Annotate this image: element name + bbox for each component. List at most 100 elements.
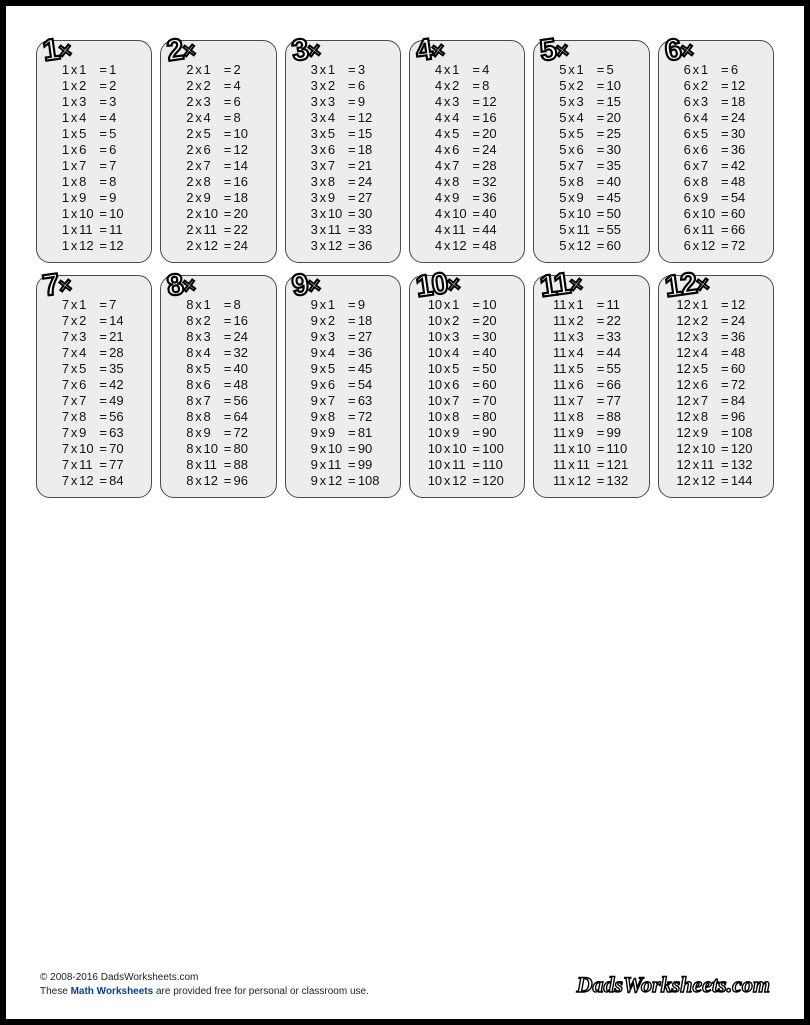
multiplicand: 8 bbox=[177, 394, 193, 407]
multiplicand: 2 bbox=[177, 175, 193, 188]
equals-symbol: = bbox=[346, 410, 358, 423]
multiplicand: 12 bbox=[675, 362, 691, 375]
fact-row: 8x11=88 bbox=[177, 458, 259, 471]
times-symbol: x bbox=[69, 239, 79, 252]
product: 60 bbox=[731, 362, 757, 375]
equals-symbol: = bbox=[221, 346, 233, 359]
multiplicand: 12 bbox=[675, 442, 691, 455]
multiplier: 10 bbox=[701, 442, 719, 455]
multiplier: 11 bbox=[203, 458, 221, 471]
product: 80 bbox=[482, 410, 508, 423]
table-badge-1: 1× bbox=[41, 33, 72, 67]
multiplicand: 8 bbox=[177, 330, 193, 343]
times-icon: × bbox=[554, 37, 569, 63]
multiplicand: 6 bbox=[675, 143, 691, 156]
equals-symbol: = bbox=[594, 207, 606, 220]
product: 56 bbox=[233, 394, 259, 407]
times-symbol: x bbox=[691, 410, 701, 423]
times-symbol: x bbox=[193, 474, 203, 487]
multiplicand: 7 bbox=[53, 458, 69, 471]
multiplicand: 4 bbox=[426, 223, 442, 236]
product: 22 bbox=[233, 223, 259, 236]
fact-row: 2x7=14 bbox=[177, 159, 259, 172]
product: 36 bbox=[358, 346, 384, 359]
times-symbol: x bbox=[318, 474, 328, 487]
fact-row: 8x8=64 bbox=[177, 410, 259, 423]
multiplier: 1 bbox=[328, 298, 346, 311]
multiplicand: 1 bbox=[53, 79, 69, 92]
multiplicand: 4 bbox=[426, 95, 442, 108]
equals-symbol: = bbox=[221, 95, 233, 108]
times-symbol: x bbox=[566, 79, 576, 92]
times-table-cell-4: 4×4x1=44x2=84x3=124x4=164x5=204x6=244x7=… bbox=[409, 40, 525, 263]
equals-symbol: = bbox=[719, 207, 731, 220]
times-symbol: x bbox=[318, 175, 328, 188]
times-symbol: x bbox=[442, 378, 452, 391]
product: 12 bbox=[731, 298, 757, 311]
equals-symbol: = bbox=[221, 223, 233, 236]
equals-symbol: = bbox=[346, 362, 358, 375]
times-symbol: x bbox=[193, 298, 203, 311]
product: 20 bbox=[482, 314, 508, 327]
multiplier: 8 bbox=[452, 175, 470, 188]
multiplier: 11 bbox=[576, 223, 594, 236]
fact-row: 12x2=24 bbox=[675, 314, 757, 327]
times-symbol: x bbox=[69, 458, 79, 471]
product: 15 bbox=[358, 127, 384, 140]
equals-symbol: = bbox=[719, 127, 731, 140]
multiplicand: 11 bbox=[550, 474, 566, 487]
equals-symbol: = bbox=[221, 378, 233, 391]
fact-row: 6x3=18 bbox=[675, 95, 757, 108]
times-symbol: x bbox=[691, 111, 701, 124]
product: 3 bbox=[109, 95, 135, 108]
multiplicand: 3 bbox=[302, 239, 318, 252]
times-symbol: x bbox=[566, 442, 576, 455]
product: 30 bbox=[358, 207, 384, 220]
times-symbol: x bbox=[442, 239, 452, 252]
fact-row: 5x7=35 bbox=[550, 159, 632, 172]
fact-row: 1x9=9 bbox=[53, 191, 135, 204]
fact-row: 7x4=28 bbox=[53, 346, 135, 359]
equals-symbol: = bbox=[346, 458, 358, 471]
fact-row: 6x6=36 bbox=[675, 143, 757, 156]
product: 42 bbox=[109, 378, 135, 391]
multiplier: 1 bbox=[701, 298, 719, 311]
multiplier: 2 bbox=[203, 314, 221, 327]
multiplicand: 10 bbox=[426, 458, 442, 471]
times-symbol: x bbox=[193, 394, 203, 407]
table-badge-6: 6× bbox=[663, 33, 694, 67]
fact-row: 2x5=10 bbox=[177, 127, 259, 140]
times-symbol: x bbox=[691, 95, 701, 108]
multiplier: 12 bbox=[203, 474, 221, 487]
multiplier: 3 bbox=[79, 95, 97, 108]
fact-row: 9x4=36 bbox=[302, 346, 384, 359]
equals-symbol: = bbox=[594, 394, 606, 407]
equals-symbol: = bbox=[97, 223, 109, 236]
multiplier: 10 bbox=[328, 207, 346, 220]
times-table-cell-10: 10×10x1=1010x2=2010x3=3010x4=4010x5=5010… bbox=[409, 275, 525, 498]
product: 45 bbox=[606, 191, 632, 204]
times-symbol: x bbox=[566, 394, 576, 407]
fact-row: 5x9=45 bbox=[550, 191, 632, 204]
equals-symbol: = bbox=[594, 191, 606, 204]
product: 70 bbox=[482, 394, 508, 407]
product: 4 bbox=[233, 79, 259, 92]
multiplier: 2 bbox=[203, 79, 221, 92]
product: 66 bbox=[731, 223, 757, 236]
multiplier: 9 bbox=[79, 426, 97, 439]
multiplier: 3 bbox=[701, 330, 719, 343]
fact-row: 4x3=12 bbox=[426, 95, 508, 108]
math-worksheets-link[interactable]: Math Worksheets bbox=[71, 986, 154, 997]
multiplier: 7 bbox=[328, 159, 346, 172]
equals-symbol: = bbox=[346, 95, 358, 108]
multiplicand: 2 bbox=[177, 95, 193, 108]
product: 24 bbox=[358, 175, 384, 188]
multiplicand: 8 bbox=[177, 442, 193, 455]
multiplier: 2 bbox=[79, 79, 97, 92]
multiplier: 2 bbox=[452, 79, 470, 92]
table-badge-2: 2× bbox=[165, 33, 196, 67]
product: 72 bbox=[233, 426, 259, 439]
fact-row: 3x10=30 bbox=[302, 207, 384, 220]
times-symbol: x bbox=[442, 314, 452, 327]
fact-row: 6x12=72 bbox=[675, 239, 757, 252]
